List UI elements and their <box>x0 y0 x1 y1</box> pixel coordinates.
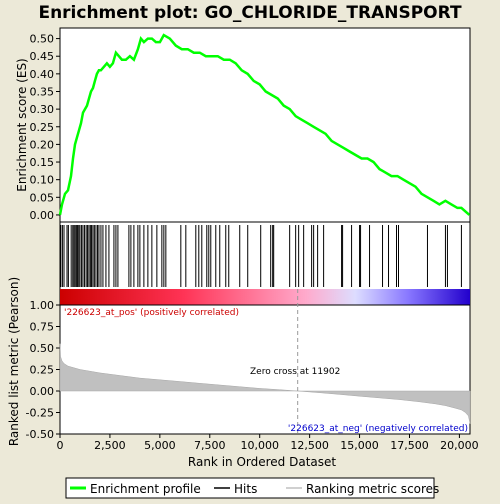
hits-group <box>60 225 462 287</box>
es-y-tick-label: 0.40 <box>30 68 55 81</box>
es-y-tick-label: 0.10 <box>30 174 55 187</box>
metric-y-tick-label: 0.00 <box>30 385 55 398</box>
metric-y-tick-label: -0.50 <box>26 428 54 441</box>
x-tick-label: 15,000 <box>340 439 379 452</box>
rank-gradient-bar <box>60 289 470 305</box>
metric-y-tick-label: 0.75 <box>30 321 55 334</box>
es-axis-ticks: 0.00 0.05 0.10 0.15 0.20 0.25 0.30 0.35 0.40 0.45… <box>30 33 60 222</box>
x-axis-label: Rank in Ordered Dataset <box>188 455 336 469</box>
metric-axis-ticks: -0.50 -0.25 0.00 0.25 0.50 0.75 1.00 <box>26 299 60 441</box>
legend-label: Hits <box>234 482 257 496</box>
metric-axis-label: Ranked list metric (Pearson) <box>7 277 21 446</box>
es-y-tick-label: 0.05 <box>30 191 55 204</box>
es-y-tick-label: 0.25 <box>30 121 55 134</box>
metric-y-tick-label: 0.25 <box>30 364 55 377</box>
x-tick-label: 10,000 <box>240 439 279 452</box>
es-line-group <box>58 33 471 216</box>
metric-area-group <box>59 343 471 424</box>
es-y-tick-label: 0.50 <box>30 33 55 46</box>
es-axis-label: Enrichment score (ES) <box>15 58 29 191</box>
zero-cross-annotation: Zero cross at 11902 <box>250 367 340 377</box>
x-tick-label: 0 <box>57 439 64 452</box>
positive-correlation-label: '226623_at_pos' (positively correlated) <box>64 308 239 318</box>
es-y-tick-label: 0.30 <box>30 103 55 116</box>
legend-label: Enrichment profile <box>90 482 201 496</box>
metric-y-tick-label: 0.50 <box>30 342 55 355</box>
x-tick-label: 2,500 <box>94 439 126 452</box>
x-tick-label: 20,000 <box>440 439 479 452</box>
x-tick-label: 17,500 <box>390 439 429 452</box>
x-tick-label: 12,500 <box>290 439 329 452</box>
metric-y-tick-label: -0.25 <box>26 407 54 420</box>
es-y-tick-label: 0.00 <box>30 209 55 222</box>
es-y-tick-label: 0.45 <box>30 50 55 63</box>
es-panel <box>59 27 471 223</box>
es-y-tick-label: 0.15 <box>30 156 55 169</box>
ranking-metric-area <box>59 343 471 424</box>
x-tick-label: 7,500 <box>194 439 226 452</box>
x-axis-ticks: 0 2,500 5,000 7,500 10,000 12,500 15,000 17,500… <box>57 434 479 452</box>
x-tick-label: 5,000 <box>144 439 176 452</box>
es-y-tick-label: 0.35 <box>30 85 55 98</box>
chart-title: Enrichment plot: GO_CHLORIDE_TRANSPORT <box>38 3 461 23</box>
metric-y-tick-label: 1.00 <box>30 299 55 312</box>
es-y-tick-label: 0.20 <box>30 138 55 151</box>
enrichment-profile-line <box>58 33 471 216</box>
legend <box>65 477 435 499</box>
negative-correlation-label: '226623_at_neg' (negatively correlated) <box>288 424 468 434</box>
metric-panel <box>59 304 471 435</box>
legend-entries: Enrichment profile Hits Ranking metric sco… <box>70 482 439 496</box>
legend-label: Ranking metric scores <box>306 482 439 496</box>
